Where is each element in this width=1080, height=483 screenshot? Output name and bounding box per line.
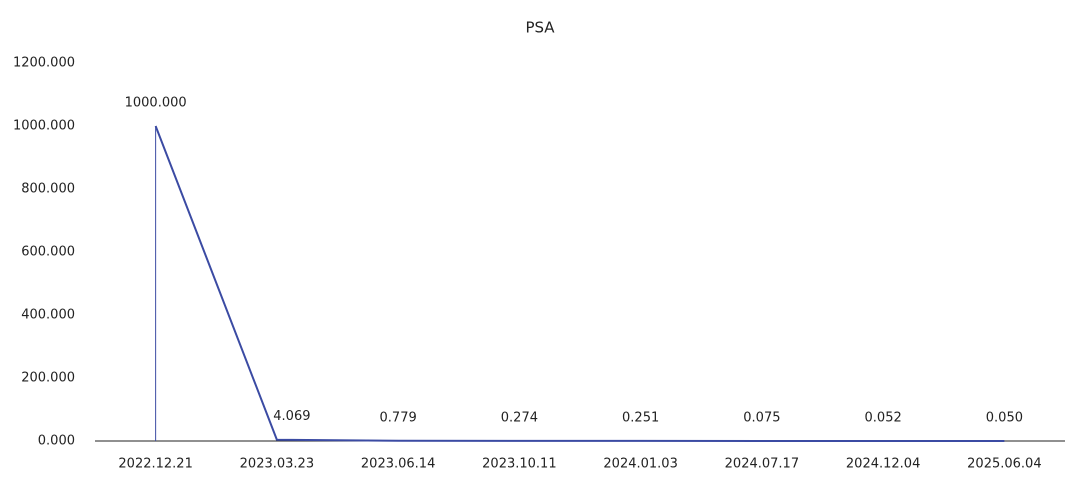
y-tick-label: 400.000 [21,308,75,323]
data-label: 0.779 [380,410,417,425]
line [154,125,1005,442]
data-label: 4.069 [273,409,310,424]
x-tick-label: 2023.06.14 [361,457,435,472]
x-tick-label: 2023.10.11 [482,457,556,472]
x-tick-label: 2022.12.21 [118,457,192,472]
x-tick-label: 2023.03.23 [240,457,314,472]
x-tick-label: 2024.12.04 [846,457,920,472]
y-tick-label: 0.000 [38,434,75,449]
x-tick-label: 2024.01.03 [603,457,677,472]
x-tick-label: 2024.07.17 [725,457,799,472]
data-label: 0.251 [622,410,659,425]
chart-title: PSA [525,19,555,37]
y-tick-label: 800.000 [21,182,75,197]
data-label: 1000.000 [125,96,187,111]
data-label: 0.050 [986,410,1023,425]
x-tick-label: 2025.06.04 [967,457,1041,472]
y-tick-label: 1000.000 [13,119,75,134]
data-label: 0.052 [865,410,902,425]
y-tick-label: 600.000 [21,245,75,260]
data-label: 0.274 [501,410,538,425]
y-tick-label: 1200.000 [13,56,75,71]
data-label: 0.075 [743,410,780,425]
y-tick-label: 200.000 [21,371,75,386]
